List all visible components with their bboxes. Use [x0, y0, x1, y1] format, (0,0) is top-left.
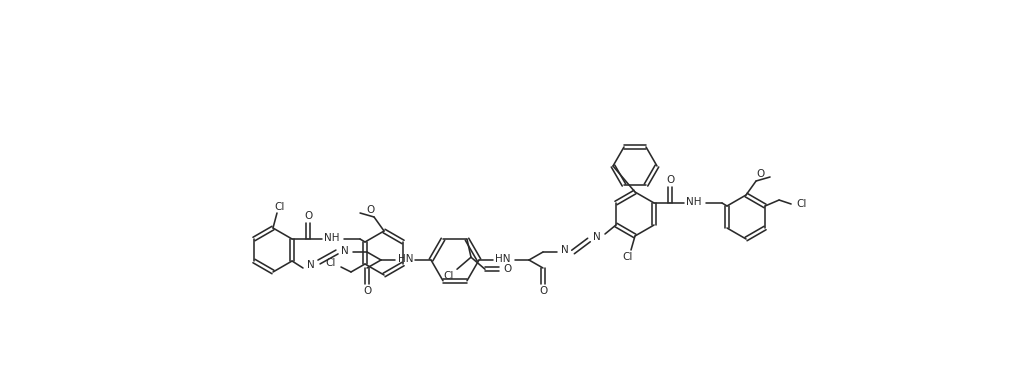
Text: O: O: [304, 211, 312, 221]
Text: NH: NH: [324, 233, 340, 243]
Text: O: O: [503, 264, 511, 274]
Text: N: N: [561, 245, 569, 255]
Text: Cl: Cl: [623, 252, 633, 262]
Text: N: N: [342, 246, 349, 256]
Text: HN: HN: [495, 254, 510, 264]
Text: O: O: [366, 205, 375, 215]
Text: N: N: [307, 260, 315, 270]
Text: Cl: Cl: [443, 271, 454, 281]
Text: O: O: [539, 286, 547, 296]
Text: HN: HN: [398, 254, 414, 264]
Text: Cl: Cl: [326, 258, 336, 268]
Text: O: O: [756, 169, 765, 179]
Text: Cl: Cl: [795, 199, 807, 209]
Text: Cl: Cl: [275, 202, 285, 212]
Text: NH: NH: [686, 197, 702, 207]
Text: O: O: [666, 175, 674, 185]
Text: O: O: [363, 286, 371, 296]
Text: N: N: [593, 232, 601, 242]
